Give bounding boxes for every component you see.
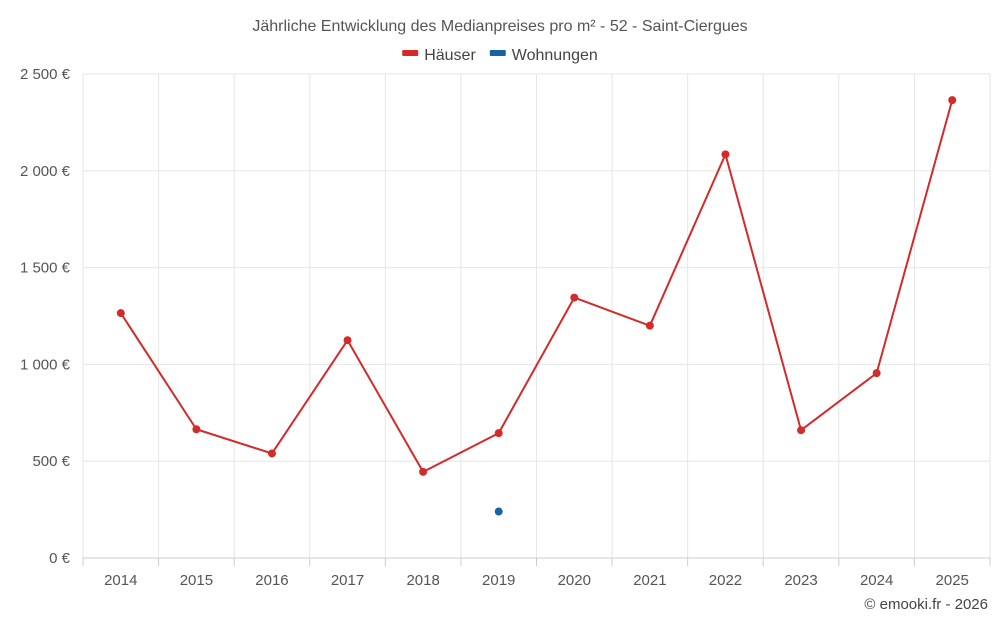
legend-swatch <box>402 50 419 56</box>
data-point <box>872 369 881 378</box>
data-point <box>116 309 125 318</box>
legend-item-häuser: Häuser <box>402 47 476 64</box>
x-tick-label: 2020 <box>558 572 591 589</box>
y-tick-label: 2 000 € <box>20 163 71 180</box>
data-point <box>645 321 654 330</box>
data-point <box>343 336 352 345</box>
legend: Häuser Wohnungen <box>402 47 598 64</box>
series-häuser <box>116 96 957 476</box>
y-tick-label: 1 500 € <box>20 260 71 277</box>
legend-swatch <box>489 50 506 56</box>
legend-label: Wohnungen <box>512 47 598 64</box>
data-point <box>948 96 957 105</box>
data-point <box>267 449 276 458</box>
data-point <box>797 426 806 435</box>
data-point <box>419 467 428 476</box>
y-tick-label: 1 000 € <box>20 356 71 373</box>
data-point <box>494 507 503 516</box>
x-tick-label: 2018 <box>406 572 439 589</box>
y-tick-label: 500 € <box>32 453 70 470</box>
x-tick-label: 2021 <box>633 572 666 589</box>
x-tick-label: 2024 <box>860 572 893 589</box>
x-tick-label: 2025 <box>936 572 969 589</box>
series-line <box>119 99 954 473</box>
x-tick-label: 2015 <box>180 572 213 589</box>
x-tick-label: 2014 <box>104 572 137 589</box>
credit-text: © emooki.fr - 2026 <box>864 596 988 613</box>
data-point <box>494 429 503 438</box>
y-tick-label: 2 500 € <box>20 66 71 83</box>
data-point <box>192 425 201 434</box>
legend-label: Häuser <box>424 47 476 64</box>
data-point <box>721 150 730 159</box>
grid <box>82 73 991 558</box>
chart-title: Jährliche Entwicklung des Medianpreises … <box>252 18 747 35</box>
x-tick-label: 2016 <box>255 572 288 589</box>
x-tick-label: 2017 <box>331 572 364 589</box>
x-tick-label: 2023 <box>784 572 817 589</box>
y-tick-label: 0 € <box>49 550 71 567</box>
legend-item-wohnungen: Wohnungen <box>489 47 598 64</box>
series-layer <box>116 96 957 516</box>
x-tick-label: 2022 <box>709 572 742 589</box>
axes: 0 € 500 € 1 000 € 1 500 € 2 000 € 2 500 € 2014… <box>20 66 991 589</box>
x-tick-label: 2019 <box>482 572 515 589</box>
series-wohnungen <box>494 507 503 516</box>
data-point <box>570 293 579 302</box>
